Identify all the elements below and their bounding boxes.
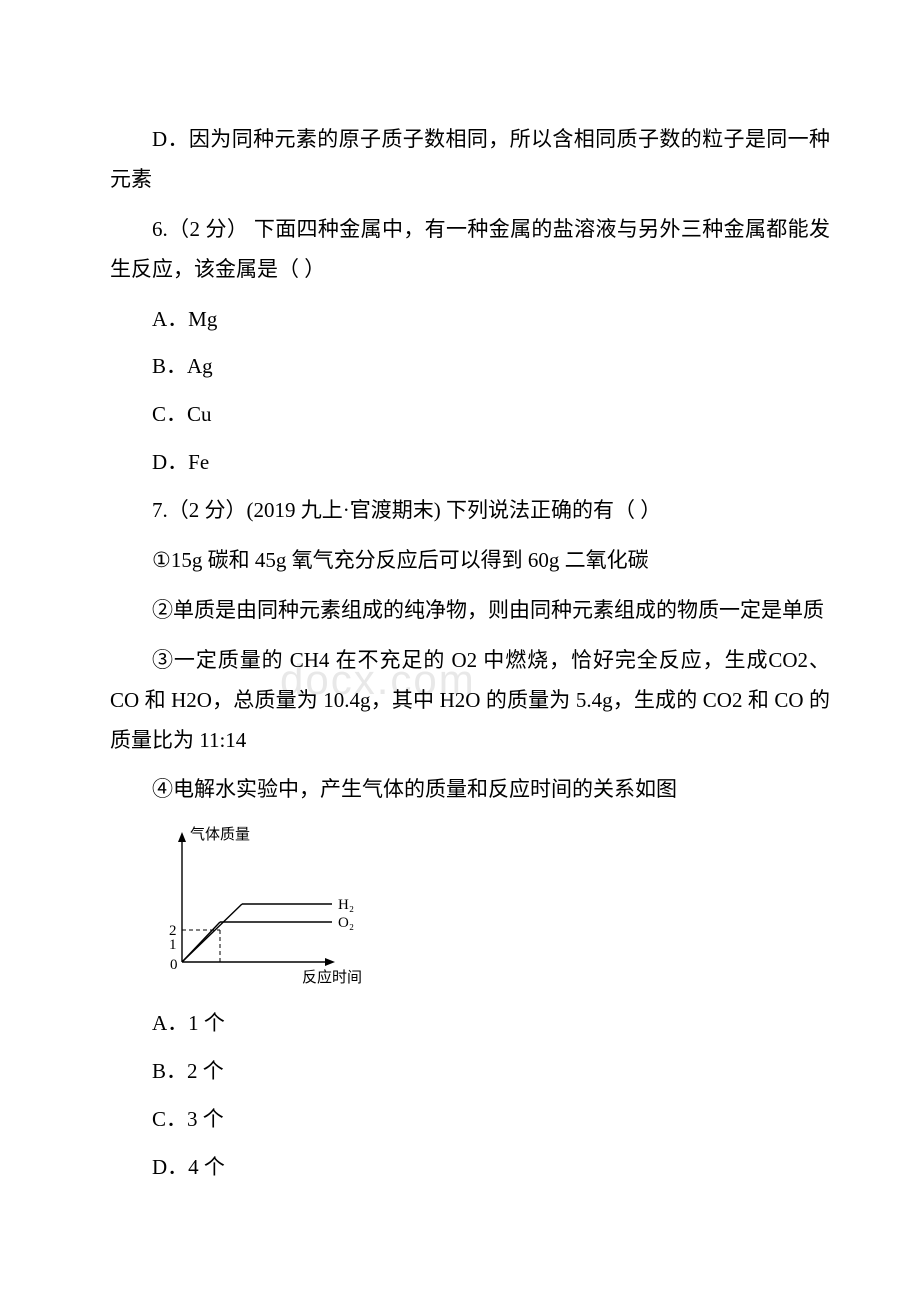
electrolysis-chart: 气体质量反应时间021H₂O₂ [152,820,830,990]
q6-option-a: A．Mg [110,300,830,340]
q7-item-4: ④电解水实验中，产生气体的质量和反应时间的关系如图 [110,770,830,810]
q7-option-d: D．4 个 [110,1148,830,1188]
q7-item-1: ①15g 碳和 45g 氧气充分反应后可以得到 60g 二氧化碳 [110,541,830,581]
svg-text:1: 1 [169,937,177,953]
svg-text:O₂: O₂ [338,915,354,931]
chart-svg: 气体质量反应时间021H₂O₂ [152,820,382,990]
q7-stem: 7.（2 分）(2019 九上·官渡期末) 下列说法正确的有（ ） [110,491,830,531]
q6-stem: 6.（2 分） 下面四种金属中，有一种金属的盐溶液与另外三种金属都能发生反应，该… [110,210,830,290]
svg-text:H₂: H₂ [338,897,354,913]
q7-option-c: C．3 个 [110,1100,830,1140]
q7-item-3: ③一定质量的 CH4 在不充足的 O2 中燃烧，恰好完全反应，生成CO2、CO … [110,641,830,761]
q6-option-d: D．Fe [110,443,830,483]
q6-option-c: C．Cu [110,395,830,435]
svg-text:气体质量: 气体质量 [190,826,250,843]
svg-text:反应时间: 反应时间 [302,968,362,986]
q7-option-a: A．1 个 [110,1004,830,1044]
q7-item-2: ②单质是由同种元素组成的纯净物，则由同种元素组成的物质一定是单质 [110,591,830,631]
q5-option-d: D．因为同种元素的原子质子数相同，所以含相同质子数的粒子是同一种元素 [110,120,830,200]
q7-option-b: B．2 个 [110,1052,830,1092]
svg-text:0: 0 [170,957,178,973]
q6-option-b: B．Ag [110,347,830,387]
